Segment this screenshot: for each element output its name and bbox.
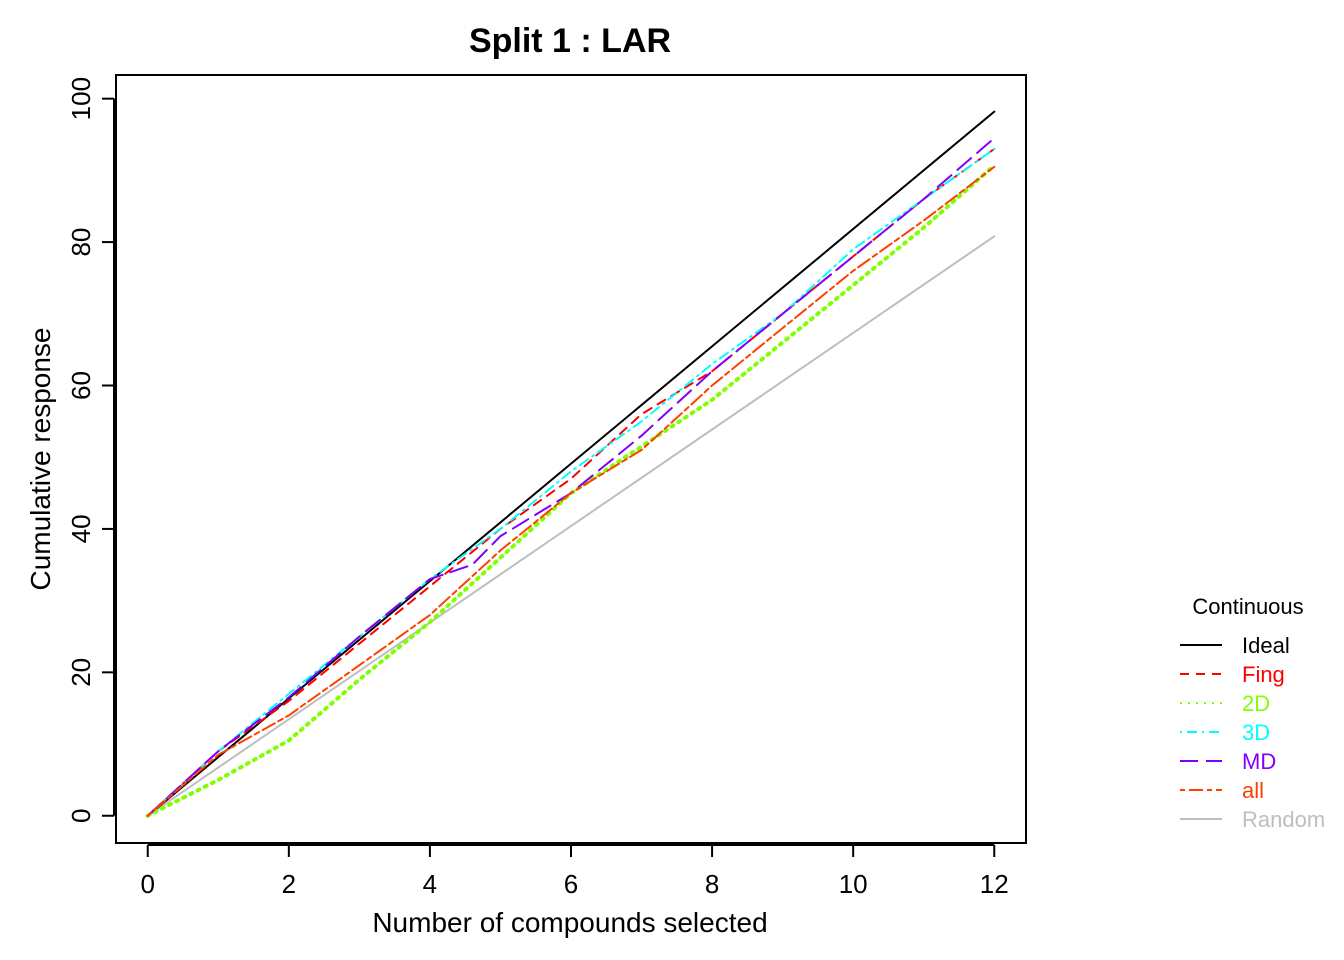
x-tick-label: 10 bbox=[839, 869, 868, 899]
chart-title: Split 1 : LAR bbox=[469, 22, 671, 60]
series-layer bbox=[145, 110, 997, 818]
legend: Continuous Ideal Fing 2D 3D MD all Random bbox=[1180, 594, 1325, 832]
legend-label-md: MD bbox=[1242, 749, 1276, 774]
x-tick-label: 12 bbox=[980, 869, 1009, 899]
series-line-random bbox=[146, 235, 996, 817]
series-line-md bbox=[146, 137, 996, 817]
legend-label-all: all bbox=[1242, 778, 1264, 803]
y-tick-label: 20 bbox=[66, 658, 96, 687]
plot-frame bbox=[115, 74, 1027, 844]
x-tick-label: 2 bbox=[282, 869, 296, 899]
x-axis: 0 2 4 6 8 10 12 bbox=[141, 844, 1009, 899]
legend-title: Continuous bbox=[1192, 594, 1303, 619]
x-tick-label: 0 bbox=[141, 869, 155, 899]
y-axis-label: Cumulative response bbox=[25, 327, 56, 590]
legend-label-2d: 2D bbox=[1242, 691, 1270, 716]
x-tick-label: 8 bbox=[705, 869, 719, 899]
legend-label-random: Random bbox=[1242, 807, 1325, 832]
series-line-all bbox=[146, 165, 996, 817]
series-line-fing bbox=[146, 147, 996, 817]
x-tick-label: 6 bbox=[564, 869, 578, 899]
y-tick-label: 60 bbox=[66, 371, 96, 400]
x-tick-label: 4 bbox=[423, 869, 437, 899]
y-axis: 0 20 40 60 80 100 bbox=[66, 77, 115, 823]
legend-label-3d: 3D bbox=[1242, 720, 1270, 745]
legend-label-ideal: Ideal bbox=[1242, 633, 1290, 658]
y-tick-label: 100 bbox=[66, 77, 96, 120]
series-line-3d bbox=[146, 147, 996, 817]
x-axis-label: Number of compounds selected bbox=[372, 907, 767, 938]
y-tick-label: 80 bbox=[66, 228, 96, 257]
y-tick-label: 0 bbox=[66, 809, 96, 823]
legend-label-fing: Fing bbox=[1242, 662, 1285, 687]
y-tick-label: 40 bbox=[66, 514, 96, 543]
